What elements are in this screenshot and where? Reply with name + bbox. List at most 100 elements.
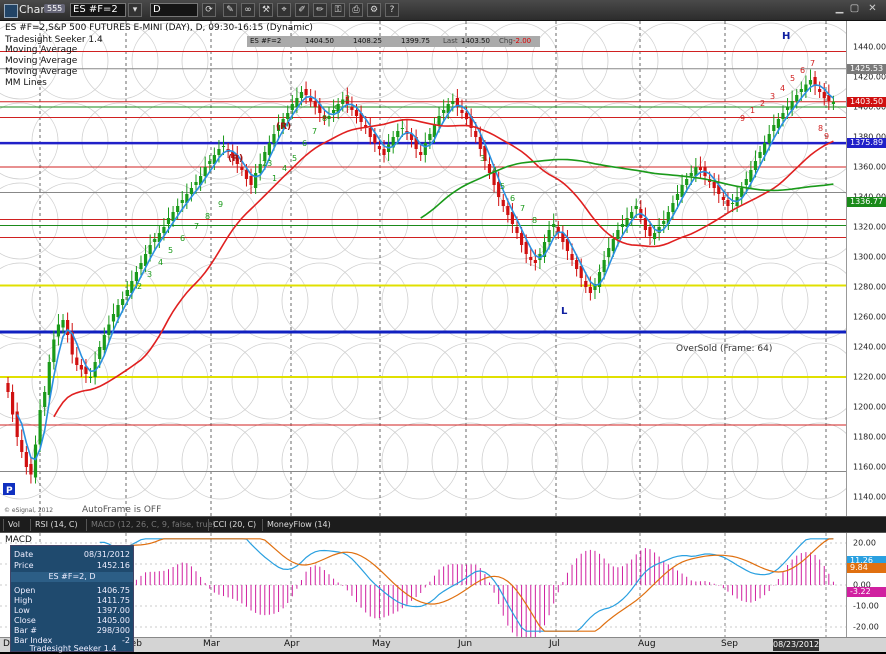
seq-label: 4 <box>158 258 163 267</box>
draw-pencil-icon[interactable]: ✎ <box>223 3 237 17</box>
candle-body <box>570 254 574 260</box>
candle-body <box>368 128 372 137</box>
settings-icon[interactable]: ⚙ <box>367 3 381 17</box>
candle-body <box>799 89 803 92</box>
candle-body <box>506 206 510 215</box>
tools-icon[interactable]: ⚒ <box>259 3 273 17</box>
candle-body <box>52 339 56 362</box>
macd-panel[interactable]: MACD <box>0 533 846 637</box>
candle-body <box>744 179 748 185</box>
seq-label: 5 <box>168 246 173 255</box>
price-axis[interactable]: 1440.001420.001400.001380.001360.001340.… <box>846 21 886 516</box>
candle-body <box>419 152 423 155</box>
p-marker-box <box>3 483 15 495</box>
seq-label: 7 <box>194 222 199 231</box>
candle-body <box>763 143 767 155</box>
study-tab[interactable]: MoneyFlow (14) <box>262 519 331 531</box>
interval-input[interactable]: D <box>150 3 198 17</box>
candle-body <box>166 218 171 224</box>
price-tick: 1300.00 <box>853 252 886 262</box>
candle-body <box>561 233 565 242</box>
candle-body <box>244 170 249 179</box>
symbol-input[interactable]: ES #F=2 <box>70 3 126 17</box>
bg-circle <box>81 422 159 500</box>
study-tab[interactable]: Vol <box>3 519 29 531</box>
maximize-icon[interactable]: ▢ <box>849 3 860 14</box>
cursor-icon[interactable]: ⌖ <box>277 3 291 17</box>
bg-circle <box>331 262 409 340</box>
seq-label: 1 <box>750 106 755 115</box>
bg-circle <box>531 342 609 420</box>
refresh-icon[interactable]: ⟳ <box>202 3 216 17</box>
candle-body <box>400 128 404 129</box>
candle-body <box>134 272 138 281</box>
bg-circle <box>581 262 659 340</box>
bg-circle <box>231 262 309 340</box>
seq-label: 2 <box>345 94 350 103</box>
link-icon[interactable]: ∞ <box>241 3 255 17</box>
pen-icon[interactable]: ✐ <box>295 3 309 17</box>
macd-box: 11.26 <box>847 556 886 567</box>
study-tab[interactable]: CCI (20, C) <box>208 519 261 531</box>
data-window[interactable]: ES #F=2, D Date 08/31/2012 Price 1452.16 Ope… <box>10 545 134 653</box>
price-tick: 1240.00 <box>853 342 886 352</box>
symbol-dropdown-icon[interactable]: ▾ <box>128 3 142 17</box>
price-panel[interactable]: 1 2 3 4 5 6 7 8 9 23 1 4 5 6 7 8 9 2 3 4 5 6 7 8 9 1 2 3 4 5 6 7 8 9 (R) (R… <box>0 21 846 516</box>
bg-circle <box>131 342 209 420</box>
macd-chart <box>0 533 846 637</box>
candle-body <box>602 260 606 272</box>
print-icon[interactable]: ⎙ <box>349 3 363 17</box>
lock-icon[interactable]: ⚿ <box>331 3 345 17</box>
candle-body <box>666 212 670 224</box>
candle-body <box>176 206 180 212</box>
candle-body <box>79 365 83 370</box>
autoframe-label: AutoFrame is OFF <box>82 505 161 515</box>
candle-body <box>437 116 441 125</box>
candle-body <box>66 320 70 335</box>
data-window-row: Bar Index -2 <box>14 636 132 646</box>
date-axis[interactable]: 08/23/2012 DFebMarAprMayJunJulAugSep <box>0 637 886 652</box>
bg-circle <box>531 22 609 100</box>
bg-circle <box>131 182 209 260</box>
month-label: May <box>372 639 391 649</box>
price-tick: 1440.00 <box>853 42 886 52</box>
candle-body <box>717 185 721 194</box>
candle-body <box>492 173 496 185</box>
bg-circle <box>681 182 759 260</box>
close-icon[interactable]: ✕ <box>868 3 877 14</box>
quote-chg-value: -2.00 <box>513 37 532 45</box>
study-tab[interactable]: RSI (14, C) <box>30 519 85 531</box>
bg-circle <box>181 342 259 420</box>
bg-circle <box>131 262 209 340</box>
edit-icon[interactable]: ✏ <box>313 3 327 17</box>
bg-circle <box>681 422 759 500</box>
help-icon[interactable]: ? <box>385 3 399 17</box>
candle-body <box>153 239 157 242</box>
candle-body <box>341 99 345 104</box>
bg-circle <box>681 262 759 340</box>
candle-body <box>309 98 313 101</box>
study-tab[interactable]: MACD (12, 26, C, 9, false, true) <box>86 519 216 531</box>
data-window-key: Price <box>14 561 34 570</box>
candle-body <box>125 290 129 296</box>
seq-label: 8 <box>205 212 210 221</box>
candle-body <box>116 305 120 317</box>
bg-circle <box>481 22 559 100</box>
bg-circle <box>131 102 209 180</box>
bg-circle <box>81 22 159 100</box>
candle-body <box>772 125 776 131</box>
bg-circle <box>181 422 259 500</box>
candle-body <box>804 84 808 92</box>
info-line-2: Tradesight Seeker 1.4 <box>5 35 103 45</box>
data-window-key: Bar Index <box>14 636 53 645</box>
candle-body <box>382 149 386 155</box>
candle-body <box>185 194 189 203</box>
bg-circle <box>731 262 809 340</box>
candle-body <box>515 227 519 233</box>
bg-circle <box>231 422 309 500</box>
candle-body <box>790 101 794 110</box>
candle-body <box>295 98 299 107</box>
minimize-icon[interactable]: ▁ <box>835 3 844 14</box>
candle-body <box>652 233 657 239</box>
